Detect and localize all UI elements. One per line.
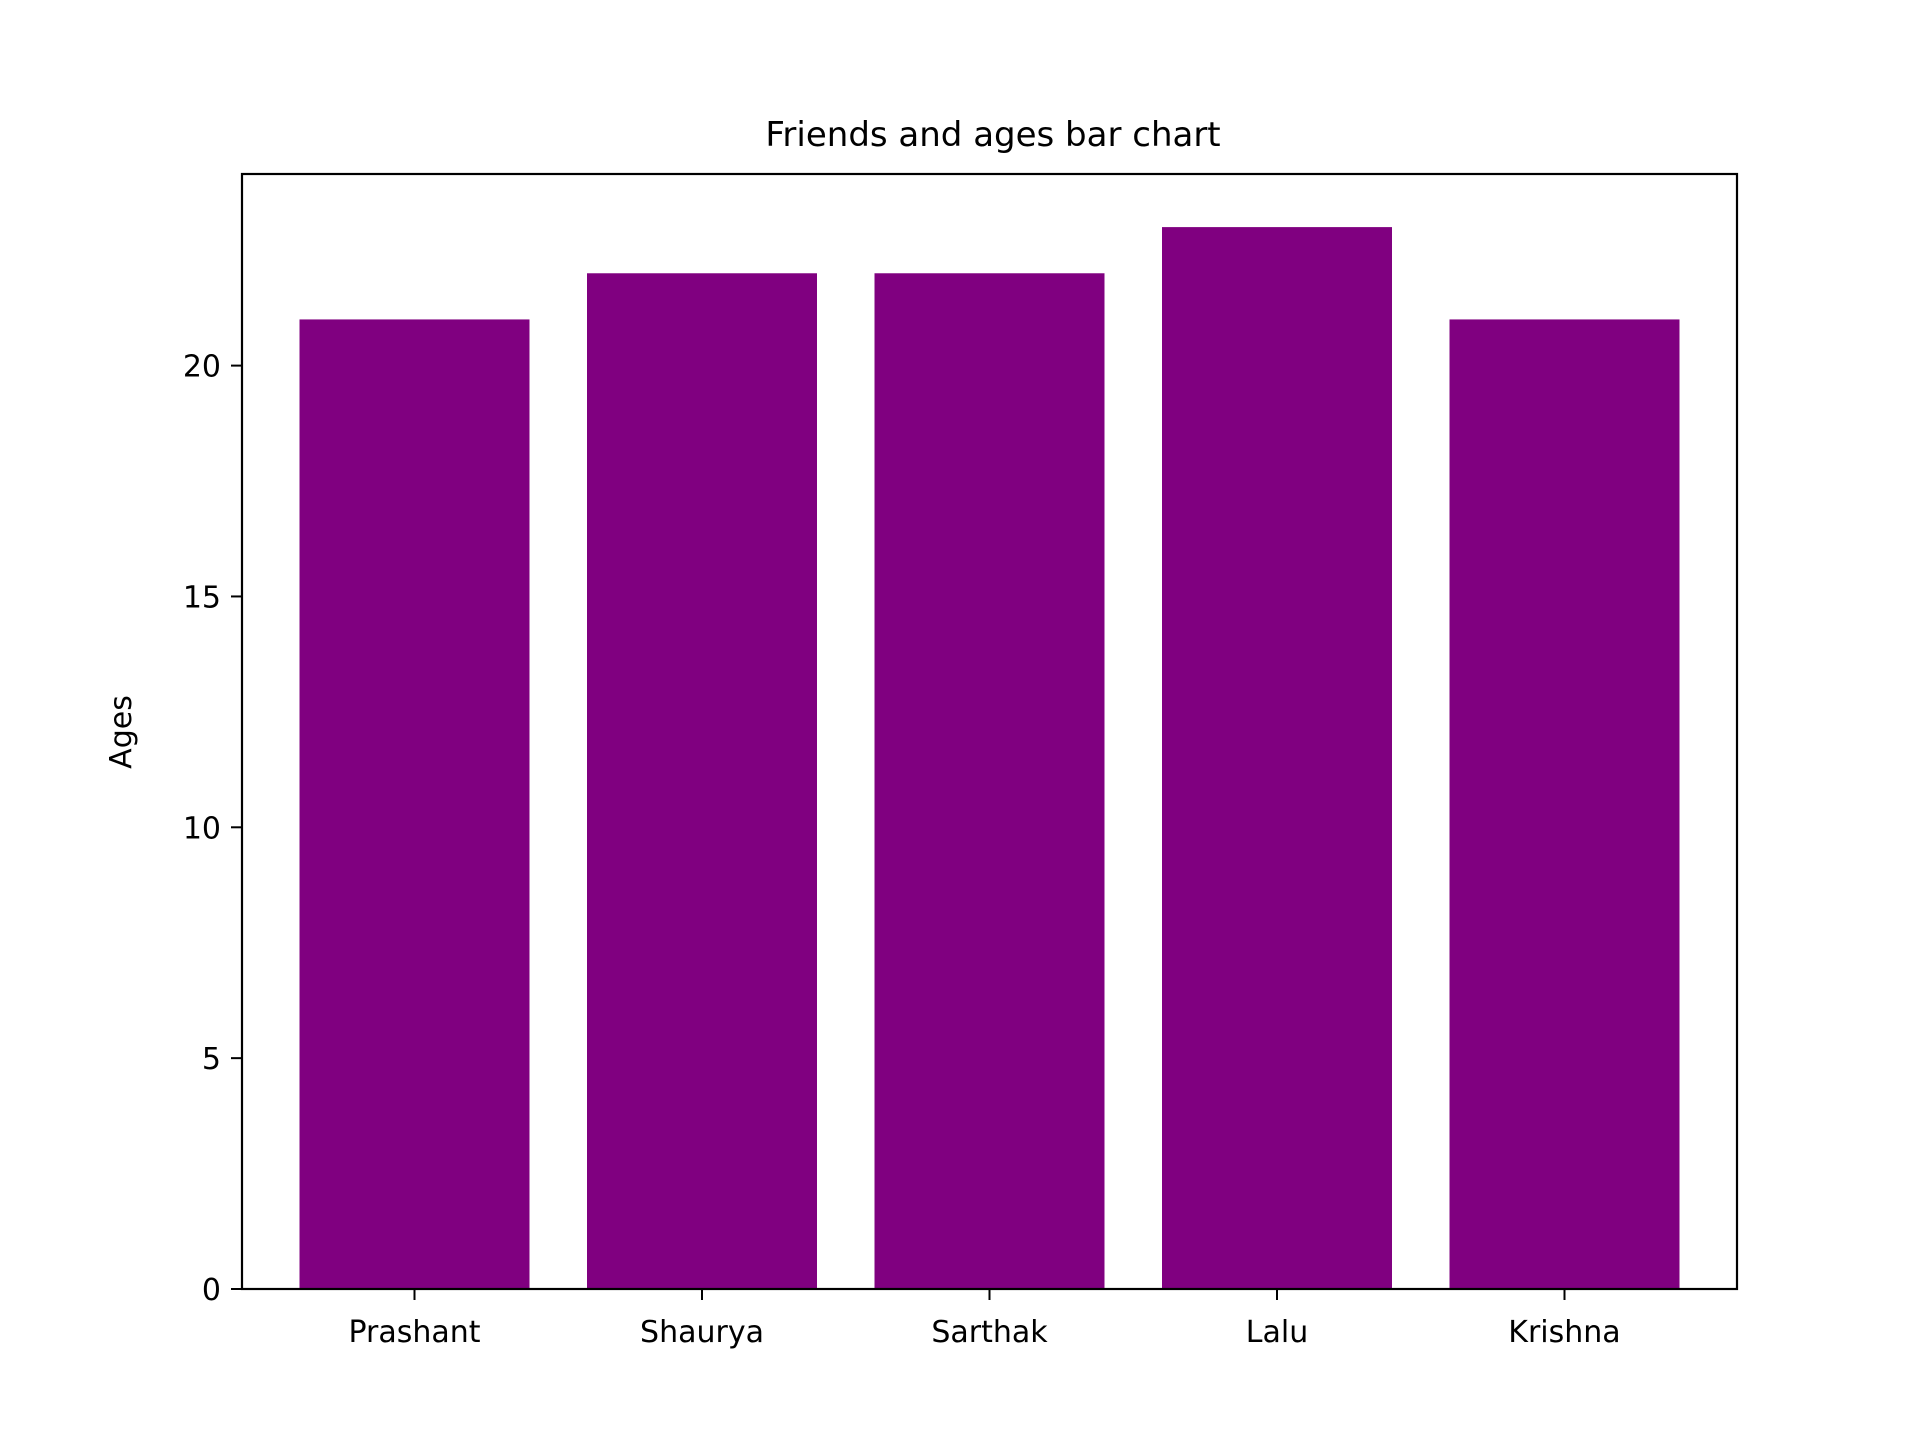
plot-frame [240,172,1739,1291]
y-tick-label: 20 [183,350,221,385]
bar-krishna [1449,319,1680,1289]
chart-title: Friends and ages bar chart [765,115,1220,155]
y-axis-ticks: 0 5 10 15 20 [183,350,242,1308]
bar-lalu [1162,227,1392,1290]
x-tick-label: Sarthak [931,1315,1048,1350]
x-axis-ticks: Prashant Shaurya Sarthak Lalu Krishna [348,1289,1621,1350]
bar-sarthak [874,273,1105,1289]
bars-group [299,227,1680,1290]
x-tick-label: Shaurya [640,1315,764,1350]
y-tick-label: 15 [183,580,221,615]
x-tick-label: Lalu [1246,1315,1308,1350]
y-axis-label: Ages [104,695,139,769]
x-tick-label: Prashant [348,1315,480,1350]
bar-prashant [299,319,530,1289]
y-tick-label: 0 [202,1273,221,1308]
x-tick-label: Krishna [1508,1315,1620,1350]
y-tick-label: 5 [202,1042,221,1077]
y-tick-label: 10 [183,811,221,846]
bar-shaurya [587,273,817,1289]
